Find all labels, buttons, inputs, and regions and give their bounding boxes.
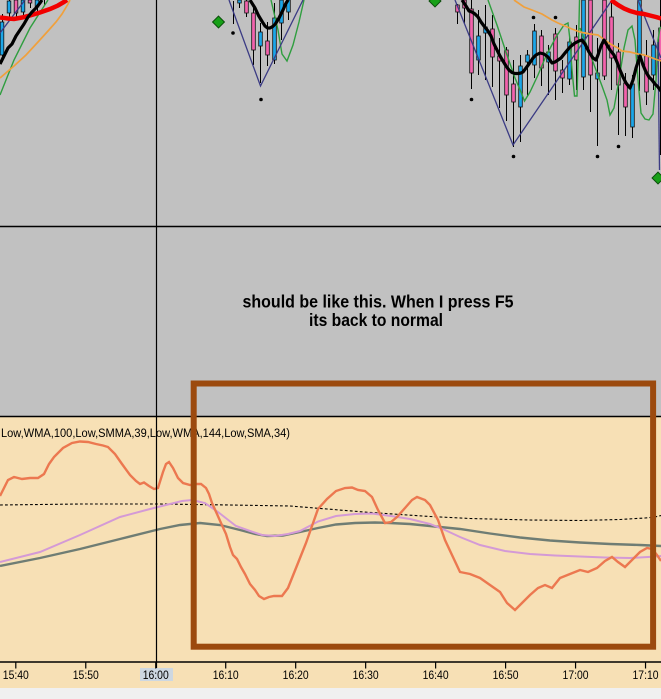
svg-text:16:00: 16:00: [143, 670, 169, 682]
svg-text:17:10: 17:10: [633, 670, 659, 682]
svg-text:should be like this. When I pr: should be like this. When I press F5: [243, 292, 514, 312]
svg-text:17:00: 17:00: [563, 670, 589, 682]
svg-text:Low,WMA,100,Low,SMMA,39,Low,WM: Low,WMA,100,Low,SMMA,39,Low,WMA,144,Low,…: [1, 428, 290, 440]
svg-text:16:10: 16:10: [213, 670, 239, 682]
svg-text:15:50: 15:50: [73, 670, 99, 682]
svg-text:its back to normal: its back to normal: [309, 310, 443, 330]
svg-text:15:40: 15:40: [3, 670, 29, 682]
svg-text:16:20: 16:20: [283, 670, 309, 682]
svg-text:16:50: 16:50: [493, 670, 519, 682]
svg-text:16:40: 16:40: [423, 670, 449, 682]
svg-text:16:30: 16:30: [353, 670, 379, 682]
